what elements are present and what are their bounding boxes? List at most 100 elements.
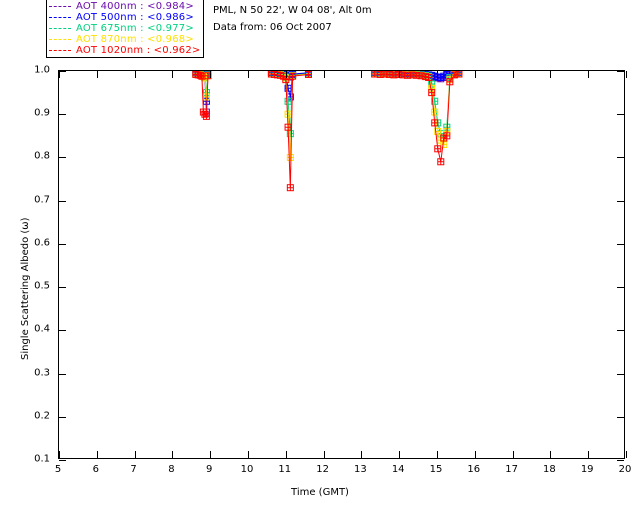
y-axis-tick <box>617 200 624 202</box>
data-point-cross <box>285 124 292 131</box>
data-point-cross <box>455 71 462 78</box>
x-axis-tick-label: 5 <box>54 464 62 475</box>
legend-label: AOT 870nm : <0.968> <box>76 33 194 45</box>
x-axis-tick <box>512 451 514 458</box>
legend-line-swatch <box>49 28 71 29</box>
data-point-cross <box>203 113 210 120</box>
y-axis-tick-label: 0.4 <box>34 323 50 335</box>
x-axis-title: Time (GMT) <box>291 487 349 498</box>
data-point-cross <box>437 158 444 165</box>
x-axis-tick-label: 12 <box>316 464 329 475</box>
x-axis-tick <box>59 451 60 458</box>
x-axis-tick <box>172 451 174 458</box>
x-axis-tick <box>474 71 476 78</box>
x-axis-tick-label: 17 <box>505 464 518 475</box>
x-axis-tick <box>474 451 476 458</box>
data-point-cross <box>305 71 312 78</box>
y-axis-tick <box>59 416 66 418</box>
x-axis-tick <box>626 71 627 78</box>
legend: AOT 400nm : <0.984> AOT 500nm : <0.986> AO… <box>46 0 205 58</box>
y-axis-tick-label: 0.2 <box>34 410 50 422</box>
data-point-cross <box>443 132 450 139</box>
y-axis-tick <box>59 373 66 375</box>
data-series-layer <box>192 71 463 192</box>
header-line-location: PML, N 50 22', W 04 08', Alt 0m <box>213 5 372 16</box>
series-line <box>271 73 309 158</box>
data-point-cross <box>289 73 296 80</box>
y-axis-tick <box>617 71 624 72</box>
series-group <box>192 71 463 192</box>
legend-label: AOT 675nm : <0.977> <box>76 22 194 34</box>
y-axis-tick <box>59 200 66 202</box>
x-axis-tick <box>399 451 401 458</box>
x-axis-tick-label: 10 <box>240 464 254 475</box>
legend-item: AOT 1020nm : <0.962> <box>49 45 200 56</box>
data-point-cross <box>203 93 210 100</box>
y-axis-tick <box>617 287 624 289</box>
y-axis-tick-label: 0.7 <box>34 194 50 206</box>
x-axis-tick <box>437 71 438 78</box>
y-axis-tick-label: 0.6 <box>34 237 50 249</box>
x-axis-tick <box>550 71 552 78</box>
x-axis-tick <box>96 451 98 458</box>
data-point-cross <box>371 71 378 78</box>
data-point-cross <box>204 72 211 79</box>
data-point-cross <box>425 74 432 81</box>
x-axis-tick <box>323 451 325 458</box>
x-axis-tick-label: 14 <box>391 464 405 475</box>
header-text: PML, N 50 22', W 04 08', Alt 0m Data fro… <box>213 2 372 36</box>
x-axis-tick <box>361 71 363 78</box>
data-point-cross <box>285 111 292 118</box>
x-axis-tick <box>59 71 60 78</box>
y-axis-tick-label: 0.8 <box>34 150 50 162</box>
y-axis-tick <box>617 373 624 375</box>
legend-line-swatch <box>49 50 71 51</box>
x-axis-tick <box>172 71 174 78</box>
x-axis-tick-label: 19 <box>580 464 594 475</box>
legend-item: AOT 400nm : <0.984> <box>49 1 200 12</box>
series-line <box>374 73 460 146</box>
x-axis-tick-label: 16 <box>467 464 481 475</box>
legend-line-swatch <box>49 17 71 18</box>
y-axis-tick-label: 1.0 <box>34 64 50 76</box>
x-axis-tick-label: 6 <box>92 464 99 475</box>
x-axis-tick <box>512 71 514 78</box>
data-point-cross <box>446 78 453 85</box>
series-group <box>192 71 463 142</box>
y-axis-tick <box>59 330 66 332</box>
legend-item: AOT 675nm : <0.977> <box>49 23 200 34</box>
x-axis-tick <box>285 451 287 458</box>
y-axis-tick <box>59 71 66 72</box>
y-axis-tick-label: 0.5 <box>34 280 50 292</box>
y-axis-tick <box>617 416 624 418</box>
y-axis-tick <box>617 460 624 461</box>
data-point-cross <box>431 119 438 126</box>
y-axis-tick <box>59 287 66 289</box>
legend-line-swatch <box>49 6 71 7</box>
x-axis-tick-label: 9 <box>206 464 213 475</box>
x-axis-tick-label: 20 <box>618 464 632 475</box>
x-axis-tick-label: 8 <box>168 464 175 475</box>
legend-item: AOT 500nm : <0.986> <box>49 12 200 23</box>
y-axis-tick <box>59 114 66 116</box>
x-axis-tick <box>399 71 401 78</box>
data-point-cross <box>440 141 447 148</box>
x-axis-tick-label: 13 <box>354 464 367 475</box>
x-axis-tick <box>323 71 325 78</box>
legend-label: AOT 400nm : <0.984> <box>76 0 194 12</box>
x-axis-tick <box>588 71 590 78</box>
header-line-date: Data from: 06 Oct 2007 <box>213 22 332 33</box>
series-line <box>374 73 460 162</box>
x-axis-tick <box>134 451 136 458</box>
y-axis-tick-label: 0.3 <box>34 367 50 379</box>
plot-frame <box>58 70 627 461</box>
y-axis-tick <box>617 157 624 159</box>
x-axis-tick <box>248 451 249 458</box>
y-axis-tick <box>59 460 66 461</box>
x-axis-tick <box>210 451 212 458</box>
series-group <box>192 71 463 161</box>
data-point-cross <box>287 184 294 191</box>
x-axis-tick-label: 18 <box>543 464 556 475</box>
x-axis-tick <box>437 451 438 458</box>
x-axis-tick-label: 7 <box>130 464 137 475</box>
